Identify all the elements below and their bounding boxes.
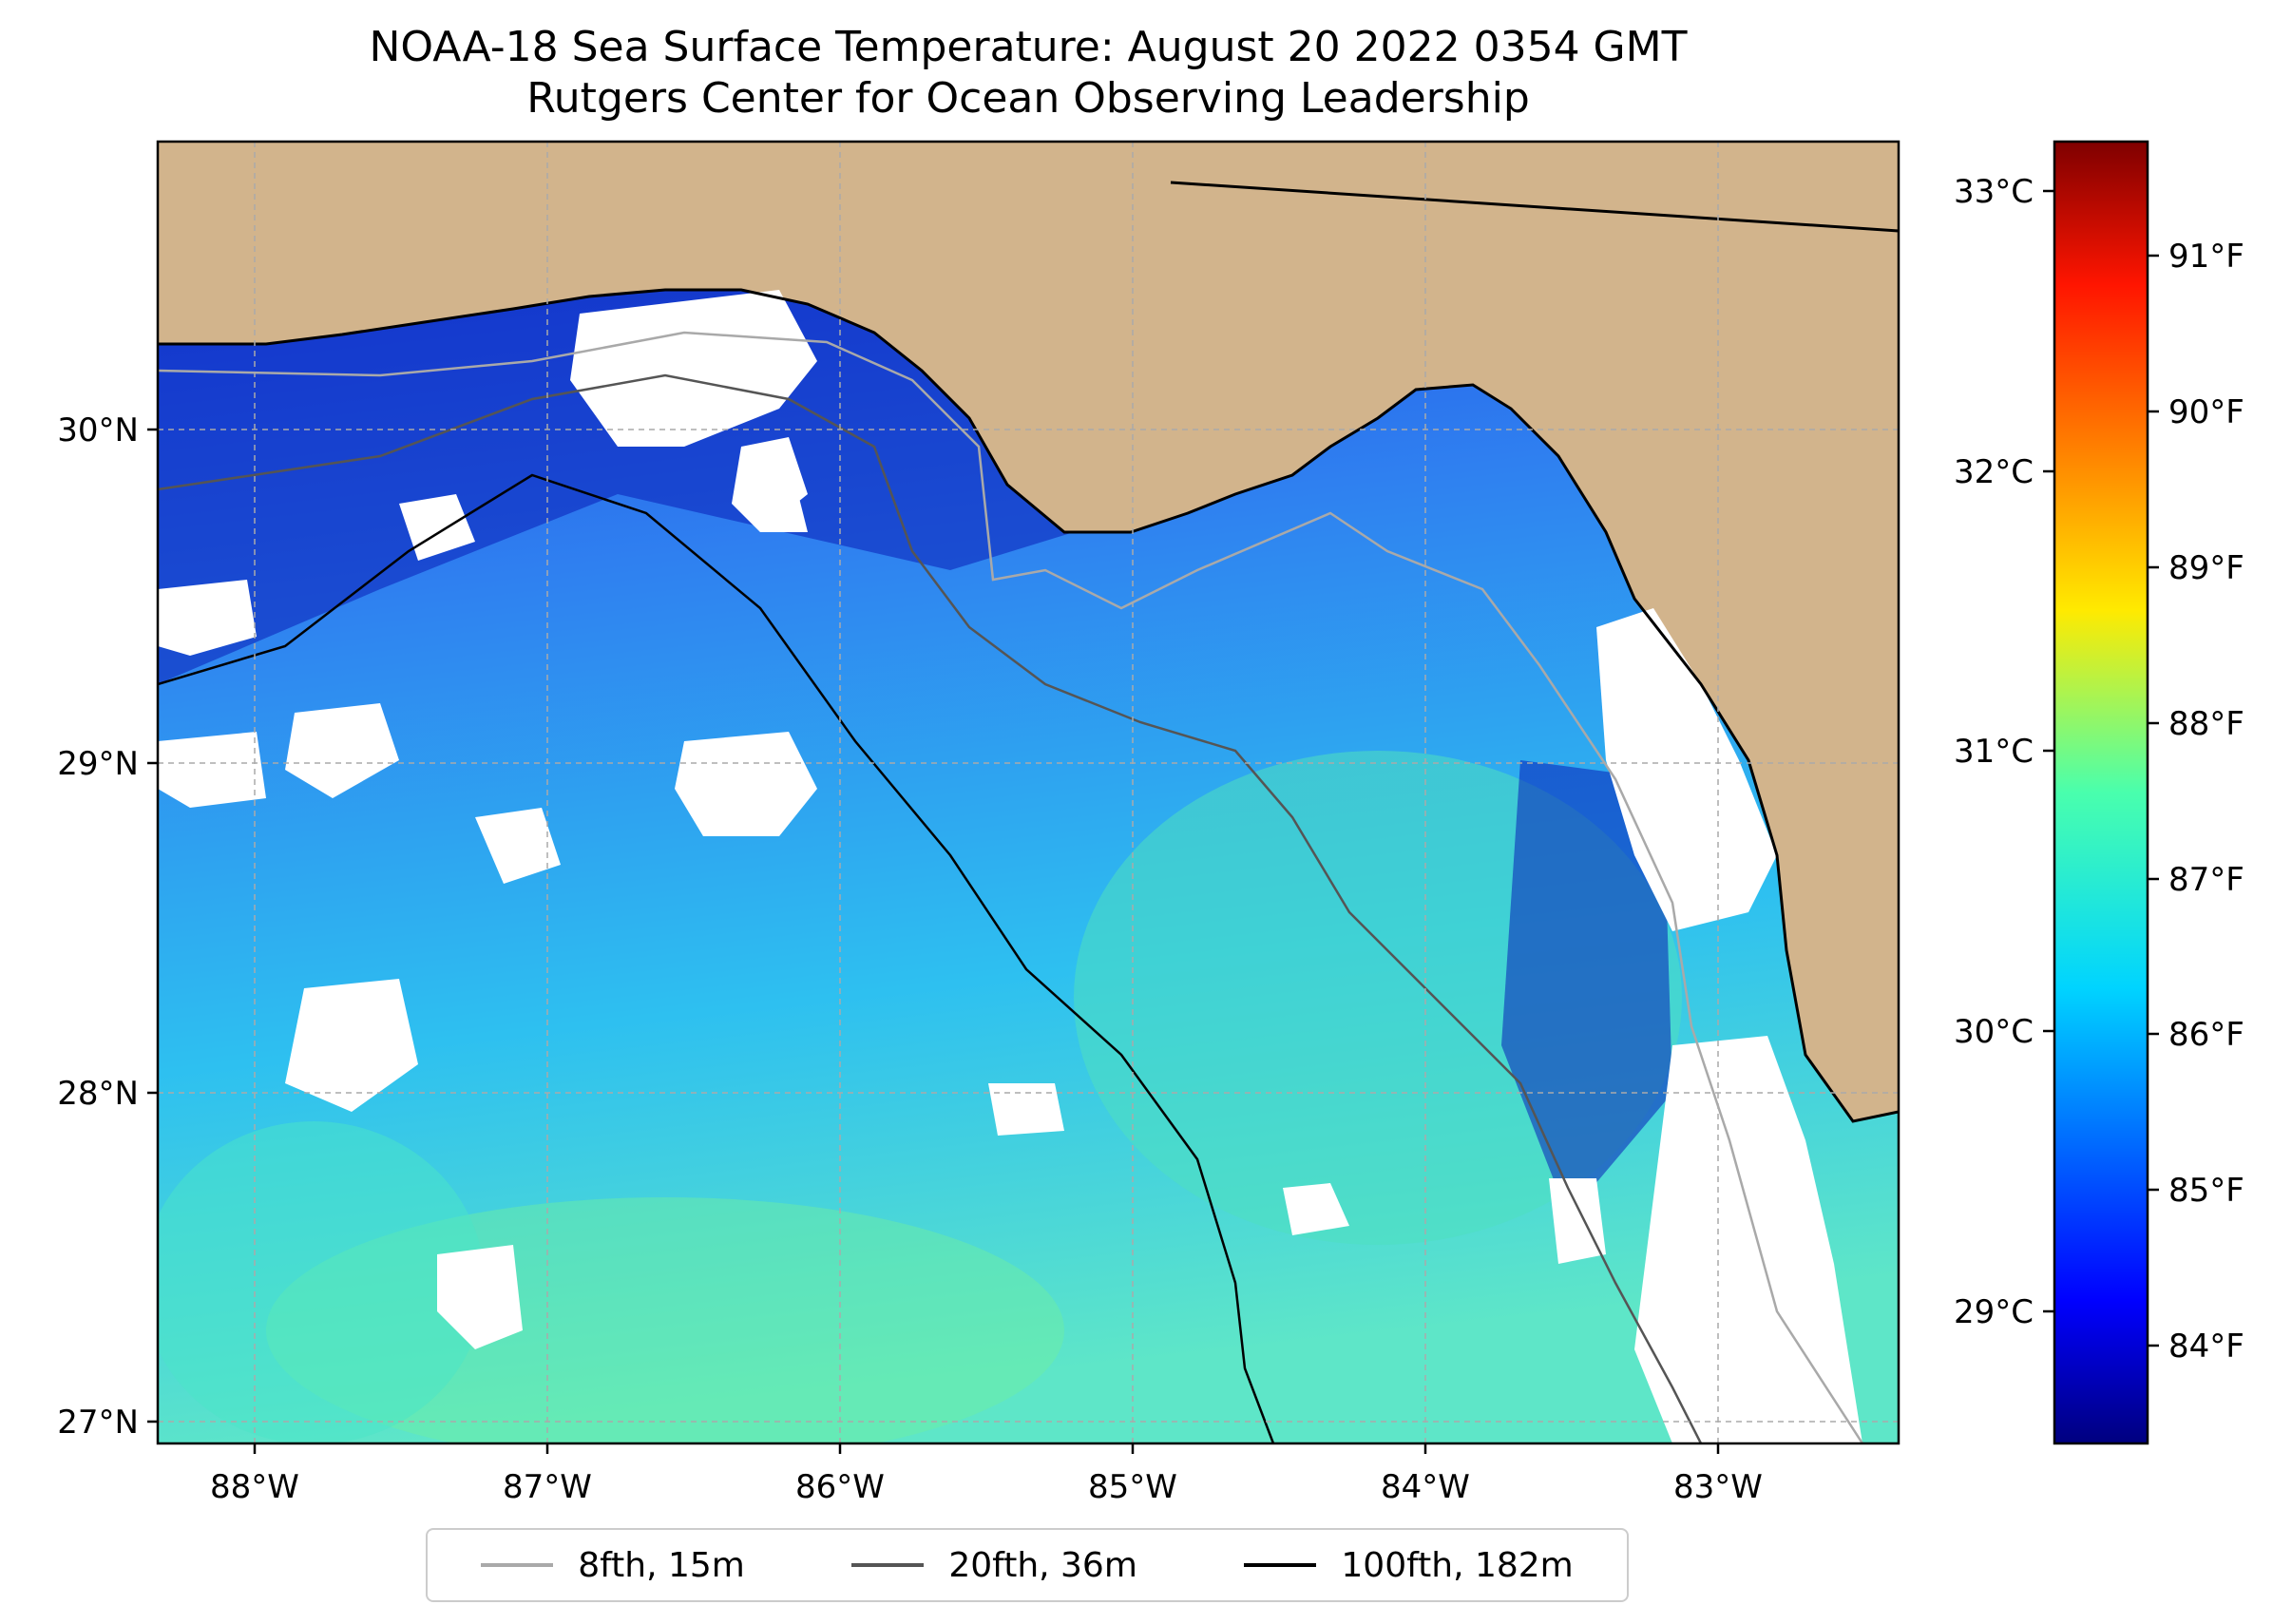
legend-item-20fth: 20fth, 36m xyxy=(851,1546,1137,1585)
coastline xyxy=(158,288,1899,1123)
fahrenheit-tick-label: 87°F xyxy=(2168,861,2244,899)
lon-tick-label: 86°W xyxy=(795,1468,885,1506)
fahrenheit-tick-label: 88°F xyxy=(2168,705,2244,743)
fahrenheit-tick-label: 90°F xyxy=(2168,393,2244,431)
fahrenheit-tick-label: 85°F xyxy=(2168,1172,2244,1210)
warm-patch xyxy=(158,1121,485,1443)
legend-label: 100fth, 182m xyxy=(1341,1545,1574,1585)
contour-20fth xyxy=(158,373,1703,1443)
celsius-tick-label: 29°C xyxy=(1954,1293,2034,1331)
celsius-tick-label: 30°C xyxy=(1954,1013,2034,1051)
celsius-tick-marks xyxy=(2043,189,2054,1313)
legend-label: 20fth, 36m xyxy=(948,1545,1137,1585)
cool-band xyxy=(158,285,1074,684)
map-frame xyxy=(156,140,1900,1445)
land-area xyxy=(158,142,1899,1121)
celsius-tick-label: 32°C xyxy=(1954,453,2034,491)
legend-line-20fth xyxy=(851,1563,925,1567)
lon-tick-label: 85°W xyxy=(1088,1468,1177,1506)
celsius-tick-label: 33°C xyxy=(1954,173,2034,211)
fahrenheit-tick-label: 86°F xyxy=(2168,1016,2244,1054)
map-subtitle: Rutgers Center for Ocean Observing Leade… xyxy=(526,74,1530,123)
contour-8fth xyxy=(158,331,1864,1443)
legend-item-100fth: 100fth, 182m xyxy=(1244,1545,1574,1585)
lon-tick-marks xyxy=(253,1443,1720,1454)
lat-tick-label: 28°N xyxy=(57,1075,139,1113)
colorbar xyxy=(2053,140,2149,1445)
lat-tick-label: 29°N xyxy=(57,745,139,783)
lat-tick-label: 30°N xyxy=(57,411,139,449)
contour-100fth xyxy=(158,473,1275,1443)
legend-item-8fth: 8fth, 15m xyxy=(481,1546,745,1585)
no-data-patches xyxy=(158,290,1862,1443)
cool-band xyxy=(1501,760,1672,1216)
legend-line-8fth xyxy=(481,1563,554,1567)
legend: 8fth, 15m 20fth, 36m 100fth, 182m xyxy=(426,1528,1629,1602)
lat-tick-label: 27°N xyxy=(57,1404,139,1442)
state-border xyxy=(1170,181,1899,233)
lon-tick-label: 84°W xyxy=(1381,1468,1470,1506)
fahrenheit-tick-label: 91°F xyxy=(2168,238,2244,276)
lon-tick-label: 88°W xyxy=(210,1468,299,1506)
legend-label: 8fth, 15m xyxy=(578,1545,745,1585)
legend-line-100fth xyxy=(1244,1563,1317,1567)
lon-tick-label: 87°W xyxy=(503,1468,592,1506)
celsius-tick-label: 31°C xyxy=(1954,733,2034,771)
fahrenheit-tick-label: 84°F xyxy=(2168,1328,2244,1366)
map-title: NOAA-18 Sea Surface Temperature: August … xyxy=(369,23,1688,71)
gridlines xyxy=(158,142,1899,1443)
fahrenheit-tick-label: 89°F xyxy=(2168,549,2244,587)
lon-tick-label: 83°W xyxy=(1673,1468,1763,1506)
lat-tick-marks xyxy=(147,428,158,1423)
fahrenheit-tick-marks xyxy=(2148,254,2159,1347)
